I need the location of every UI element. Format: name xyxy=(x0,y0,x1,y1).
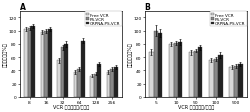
Bar xyxy=(158,33,162,97)
Bar xyxy=(194,51,198,97)
Bar xyxy=(90,76,94,97)
Text: B: B xyxy=(144,3,150,12)
Text: A: A xyxy=(20,3,26,12)
Bar xyxy=(110,69,114,97)
Bar xyxy=(98,64,101,97)
Bar xyxy=(114,67,117,97)
Bar xyxy=(149,52,154,97)
Bar xyxy=(178,43,182,97)
Bar xyxy=(44,31,48,97)
Bar xyxy=(198,48,202,97)
Bar xyxy=(41,33,44,97)
Bar xyxy=(189,53,194,97)
Bar xyxy=(229,67,234,97)
Bar xyxy=(64,44,68,97)
Legend: Free VCR, PS-VCR, CRPNA-PS-VCR: Free VCR, PS-VCR, CRPNA-PS-VCR xyxy=(210,12,246,27)
Bar xyxy=(57,61,61,97)
Bar xyxy=(48,29,51,97)
Bar xyxy=(169,44,173,97)
Legend: Free VCR, PS-VCR, CRPNA-PS-VCR: Free VCR, PS-VCR, CRPNA-PS-VCR xyxy=(85,12,122,27)
Bar xyxy=(154,31,158,97)
Bar xyxy=(74,72,77,97)
Bar xyxy=(32,27,35,97)
Bar xyxy=(28,29,32,97)
Bar xyxy=(77,69,81,97)
Bar xyxy=(218,56,222,97)
Bar xyxy=(234,66,238,97)
Y-axis label: 细胞存活率（%）: 细胞存活率（%） xyxy=(3,42,8,67)
Y-axis label: 细胞存活率（%）: 细胞存活率（%） xyxy=(128,42,133,67)
X-axis label: VCR 浓度（纳克/毫升）: VCR 浓度（纳克/毫升） xyxy=(178,104,214,109)
Bar xyxy=(214,60,218,97)
Bar xyxy=(24,30,28,97)
Bar xyxy=(238,64,242,97)
X-axis label: VCR 浓度（纳克/毫升）: VCR 浓度（纳克/毫升） xyxy=(53,104,89,109)
Bar xyxy=(174,43,178,97)
Bar xyxy=(81,41,84,97)
Bar xyxy=(107,72,110,97)
Bar xyxy=(209,61,214,97)
Bar xyxy=(61,48,64,97)
Bar xyxy=(94,74,98,97)
